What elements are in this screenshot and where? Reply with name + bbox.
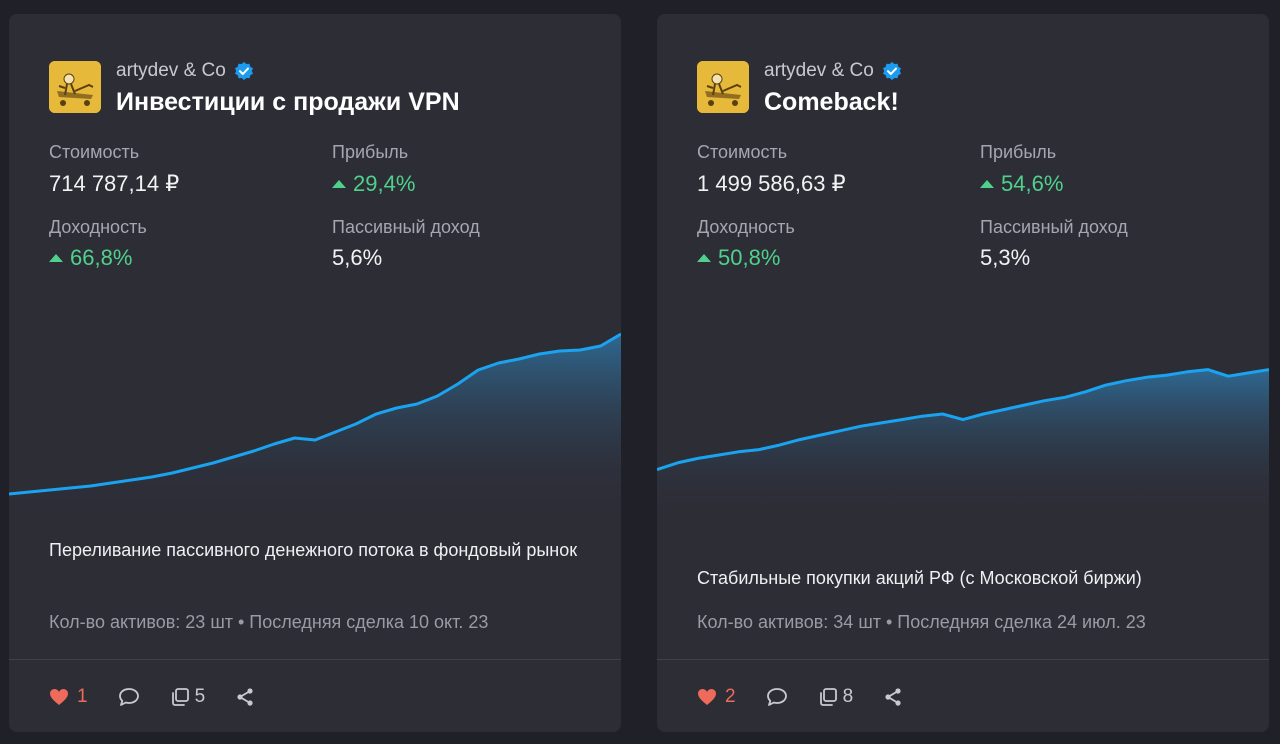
profit-value: 54,6%: [1001, 171, 1064, 196]
portfolio-description: Переливание пассивного денежного потока …: [49, 540, 578, 560]
portfolio-chart: [657, 368, 1269, 514]
yield-value: 50,8%: [718, 245, 781, 270]
portfolio-title[interactable]: Comeback!: [764, 88, 899, 116]
profit-value-row: 29,4%: [332, 171, 415, 197]
portfolio-avatar[interactable]: [49, 61, 101, 113]
portfolio-meta: Кол-во активов: 23 шт • Последняя сделка…: [49, 612, 489, 632]
comment-button[interactable]: [118, 687, 140, 707]
like-count: 2: [725, 686, 736, 707]
chart-area: [9, 334, 621, 514]
comment-icon: [766, 688, 787, 706]
like-count: 1: [77, 686, 88, 707]
passive-income-label: Пассивный доход: [980, 217, 1128, 237]
copy-icon: [171, 688, 189, 706]
heart-icon: [50, 689, 68, 705]
verified-icon: [234, 62, 253, 80]
copy-count: 8: [842, 686, 854, 707]
portfolio-card[interactable]: artydev & Co Comeback! Стоимость 1 499 5…: [657, 14, 1269, 732]
cost-value: 714 787,14 ₽: [49, 171, 180, 196]
author-name[interactable]: artydev & Co: [116, 60, 226, 81]
profit-label: Прибыль: [332, 142, 409, 162]
profit-label: Прибыль: [980, 142, 1057, 162]
profit-value: 29,4%: [353, 171, 416, 196]
chart-line: [9, 332, 621, 496]
divider: [9, 659, 621, 660]
cost-value: 1 499 586,63 ₽: [697, 171, 846, 196]
copy-count: 5: [194, 686, 206, 707]
divider: [657, 659, 1269, 660]
yield-value: 66,8%: [70, 245, 133, 270]
author-line: artydev & Co: [116, 60, 254, 82]
arrow-up-icon: [697, 254, 711, 262]
arrow-up-icon: [49, 254, 63, 262]
copy-button[interactable]: 5: [170, 686, 206, 708]
card-actions: 1 5: [49, 682, 285, 712]
portfolio-chart: [9, 332, 621, 514]
portfolio-avatar[interactable]: [697, 61, 749, 113]
passive-income-value: 5,6%: [332, 245, 383, 270]
copy-icon: [819, 688, 837, 706]
copy-button[interactable]: 8: [818, 686, 854, 708]
author-name[interactable]: artydev & Co: [764, 60, 874, 81]
chart-area: [657, 369, 1269, 514]
yield-value-row: 66,8%: [49, 245, 132, 271]
verified-icon: [882, 62, 901, 80]
yield-value-row: 50,8%: [697, 245, 780, 271]
avatar-cartoon-icon: [697, 61, 749, 113]
card-actions: 2 8: [697, 682, 933, 712]
portfolio-meta: Кол-во активов: 34 шт • Последняя сделка…: [697, 612, 1146, 632]
author-line: artydev & Co: [764, 60, 902, 82]
cost-label: Стоимость: [49, 142, 140, 162]
share-button[interactable]: [883, 687, 903, 707]
share-icon: [885, 688, 901, 706]
yield-label: Доходность: [49, 217, 147, 237]
profit-value-row: 54,6%: [980, 171, 1063, 197]
comment-icon: [118, 688, 139, 706]
chart-line: [657, 368, 1269, 472]
portfolio-title[interactable]: Инвестиции с продажи VPN: [116, 88, 460, 116]
cost-label: Стоимость: [697, 142, 788, 162]
passive-income-label: Пассивный доход: [332, 217, 480, 237]
yield-label: Доходность: [697, 217, 795, 237]
comment-button[interactable]: [766, 687, 788, 707]
portfolio-description: Стабильные покупки акций РФ (с Московско…: [697, 568, 1142, 588]
portfolio-card[interactable]: artydev & Co Инвестиции с продажи VPN Ст…: [9, 14, 621, 732]
share-icon: [237, 688, 253, 706]
arrow-up-icon: [980, 180, 994, 188]
avatar-cartoon-icon: [49, 61, 101, 113]
heart-icon: [698, 689, 716, 705]
like-button[interactable]: 2: [697, 686, 736, 708]
like-button[interactable]: 1: [49, 686, 88, 708]
passive-income-value: 5,3%: [980, 245, 1031, 270]
share-button[interactable]: [235, 687, 255, 707]
arrow-up-icon: [332, 180, 346, 188]
